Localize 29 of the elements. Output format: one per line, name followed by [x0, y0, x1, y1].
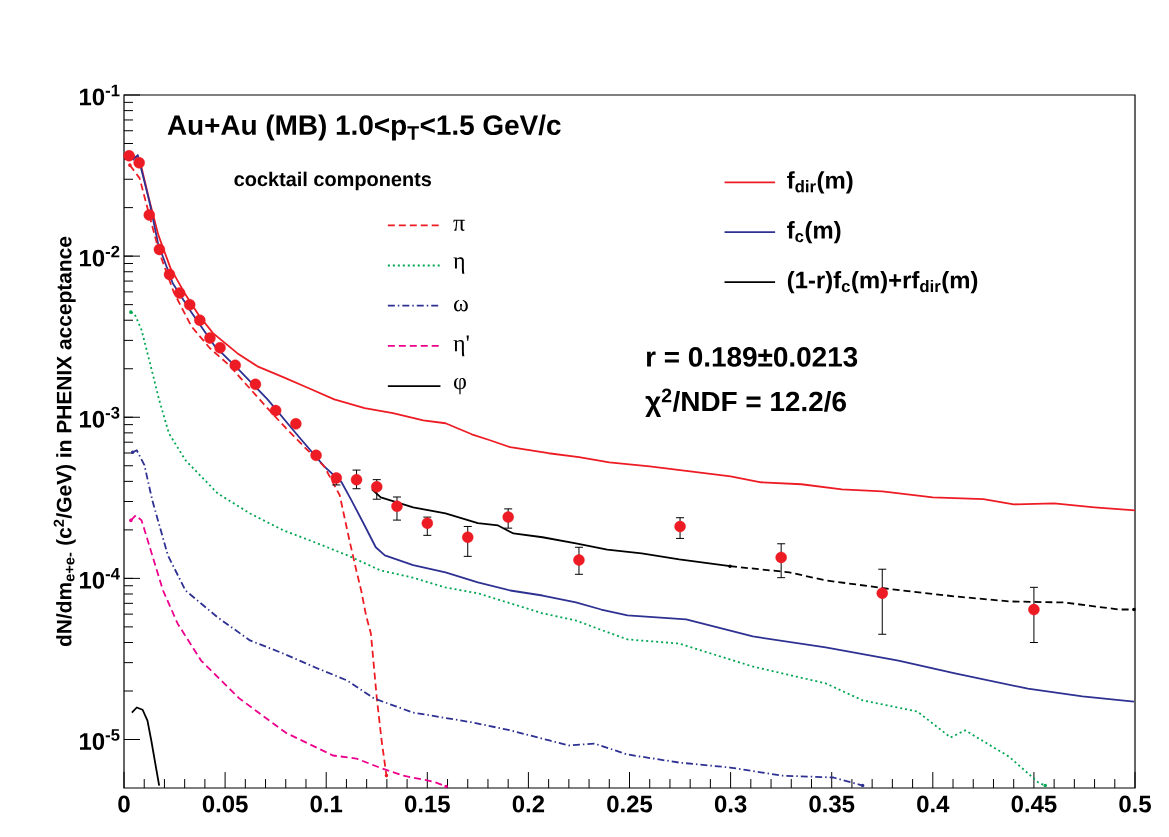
x-tick-label: 0.35: [809, 795, 855, 813]
y-tick-label: 10$^{-4}$: [80, 568, 120, 589]
x-tick-label: 0.3: [714, 795, 747, 813]
legend-label: π: [453, 219, 465, 231]
x-tick-label: 0.1: [310, 795, 343, 813]
legend-label: η: [453, 257, 465, 274]
x-tick-label: 0.45: [1011, 795, 1057, 813]
y-tick-label: 10$^{-2}$: [80, 245, 120, 267]
x-tick-label: 0.2: [512, 795, 545, 813]
x-tick-label: 0.15: [404, 795, 450, 813]
legend-label: η': [453, 335, 469, 357]
y-tick-label: 10$^{-3}$: [80, 406, 120, 428]
legend-title: cocktail components: [234, 171, 432, 191]
text: Au+Au (MB) 1.0<p$_{T}$<1.5 GeV/c: [167, 114, 561, 141]
x-tick-label: 0.5: [1119, 795, 1151, 813]
legend-label: (1-r)f$_{c}$(m)+rf$_{dir}$(m): [787, 270, 978, 294]
y-tick-label: 10$^{-1}$: [80, 84, 120, 106]
annotation: r = 0.189±0.0213: [646, 347, 858, 367]
legend-label: φ: [453, 377, 466, 395]
legend-label: ω: [454, 299, 468, 312]
x-tick-label: 0.05: [202, 795, 248, 813]
legend-label: f$_{c}$(m): [787, 221, 841, 244]
legend-label: f$_{dir}$(m): [787, 171, 853, 194]
x-tick-label: 0: [118, 795, 130, 813]
annotation: χ$^{2}$/NDF = 12.2/6: [645, 388, 846, 417]
y-axis-title: dN/dm$_{e+e-}$ (c$^{2}$/GeV) in PHENIX acceptance: [53, 236, 76, 647]
x-tick-label: 0.25: [607, 795, 653, 813]
y-tick-label: 10$^{-5}$: [80, 729, 120, 750]
x-tick-label: 0.4: [917, 795, 950, 813]
